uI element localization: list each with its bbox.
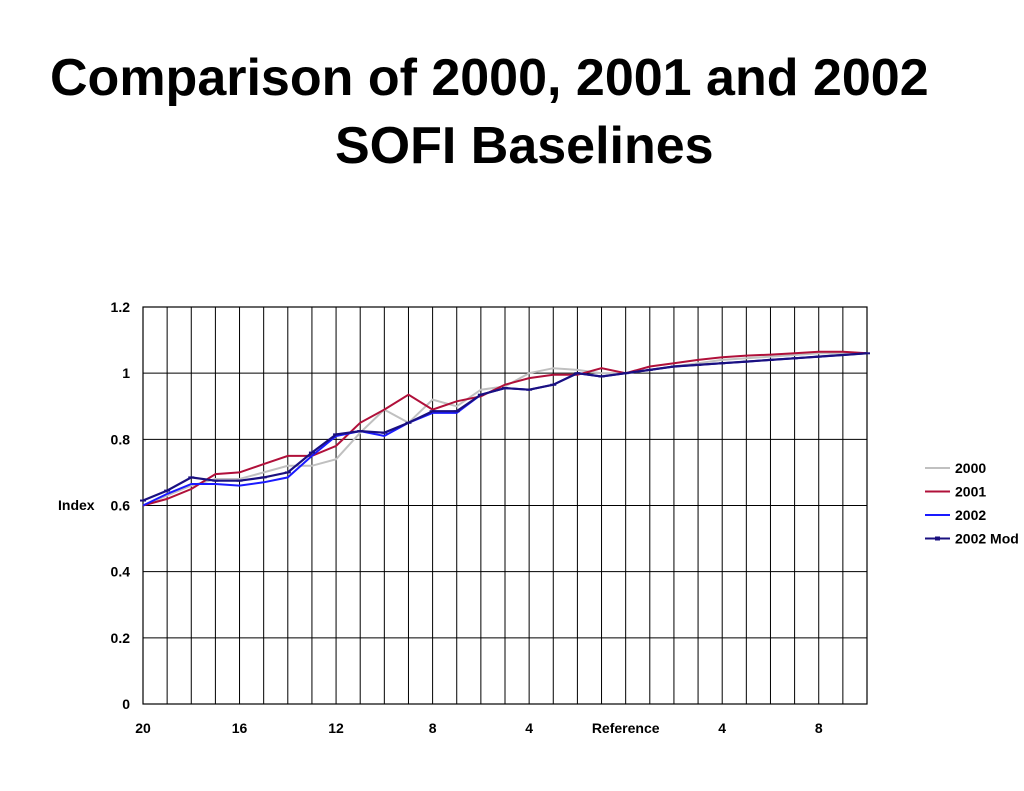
x-tick-label: 16 bbox=[232, 720, 248, 736]
y-tick-label: 0.2 bbox=[111, 630, 131, 646]
x-tick-label: 8 bbox=[429, 720, 437, 736]
x-tick-label: 20 bbox=[135, 720, 151, 736]
slide-title-line2: SOFI Baselines bbox=[335, 117, 714, 175]
y-axis-ticks: 0 0.2 0.4 0.6 0.8 1 1.2 bbox=[111, 299, 131, 712]
y-tick-label: 1 bbox=[122, 365, 130, 381]
x-tick-label: 8 bbox=[815, 720, 823, 736]
chart-series bbox=[140, 350, 870, 507]
y-tick-label: 1.2 bbox=[111, 299, 131, 315]
slide-title: Comparison of 2000, 2001 and 2002 SOFI B… bbox=[50, 44, 1024, 180]
chart-grid bbox=[142, 306, 868, 705]
slide-title-line1: Comparison of 2000, 2001 and 2002 bbox=[50, 49, 929, 107]
x-tick-label: 4 bbox=[525, 720, 533, 736]
legend-label: 2001 bbox=[955, 484, 986, 500]
legend-label: 2002 Mod bbox=[955, 531, 1019, 547]
y-axis-label: Index bbox=[58, 497, 95, 513]
legend-label: 2002 bbox=[955, 507, 986, 523]
x-tick-label: 12 bbox=[328, 720, 344, 736]
series-line-2000 bbox=[142, 352, 867, 507]
series-line-2001 bbox=[142, 350, 868, 507]
chart-legend: 2000 2001 2002 2002 Mod bbox=[925, 460, 1019, 547]
x-axis-ticks: 20 16 12 8 4 Reference 4 8 bbox=[135, 720, 823, 736]
legend-label: 2000 bbox=[955, 460, 986, 476]
y-tick-label: 0.4 bbox=[111, 564, 131, 580]
x-tick-label: 4 bbox=[718, 720, 726, 736]
x-tick-label: Reference bbox=[592, 720, 660, 736]
y-tick-label: 0.8 bbox=[111, 431, 131, 447]
y-tick-label: 0.6 bbox=[111, 498, 131, 514]
y-tick-label: 0 bbox=[122, 696, 130, 712]
